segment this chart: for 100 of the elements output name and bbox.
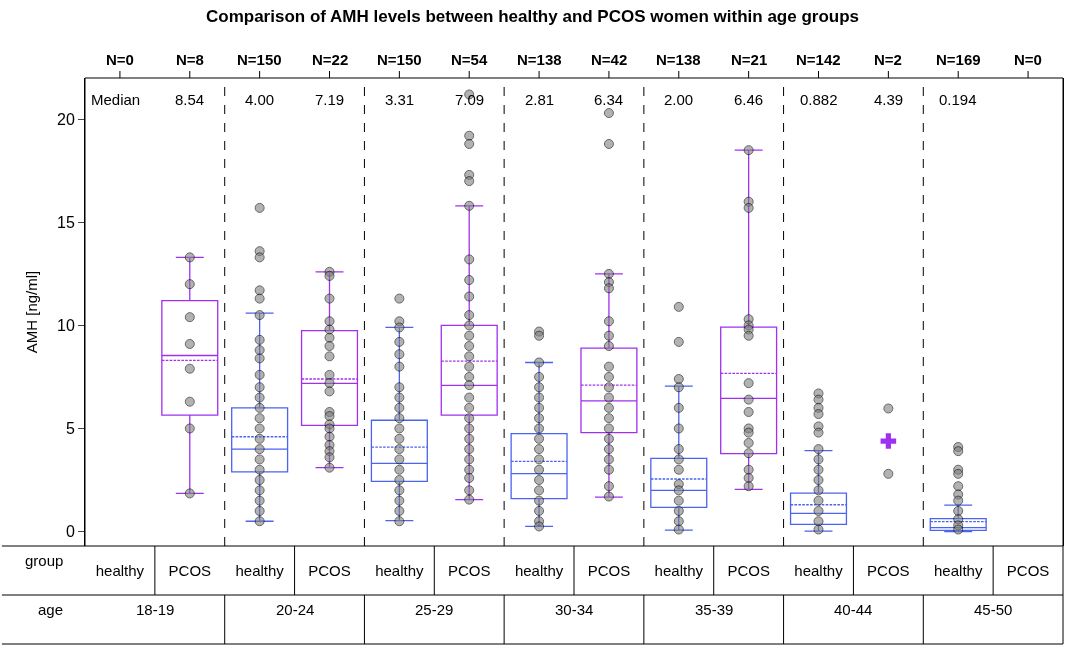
point (394, 464, 405, 475)
annotation: 3.31 (385, 91, 415, 108)
point (464, 310, 475, 321)
point (673, 516, 684, 527)
point (673, 464, 684, 475)
x-tick-label: PCOS (308, 561, 351, 579)
point (603, 341, 614, 352)
point (254, 353, 265, 364)
point (603, 361, 614, 372)
text: 45-50 (974, 601, 1013, 618)
y-tick-label: 20 (57, 110, 75, 128)
point (743, 448, 754, 459)
point (324, 423, 335, 434)
point (603, 402, 614, 413)
point (394, 475, 405, 486)
point (743, 472, 754, 483)
point (324, 431, 335, 442)
point (394, 485, 405, 496)
point (813, 454, 824, 465)
x-tick-label: healthy (934, 561, 983, 579)
point (953, 505, 964, 516)
point (603, 423, 614, 434)
point (254, 285, 265, 296)
point (603, 433, 614, 444)
point (813, 516, 824, 527)
point (394, 433, 405, 444)
y-tick-label: 5 (65, 420, 75, 438)
point (464, 485, 475, 496)
point (534, 521, 545, 532)
point (254, 402, 265, 413)
point (324, 462, 335, 473)
point (324, 452, 335, 463)
point (184, 396, 195, 407)
point (184, 252, 195, 263)
annotation: 0.194 (939, 91, 977, 108)
point (673, 374, 684, 384)
point (324, 351, 335, 362)
point (813, 444, 824, 455)
point (254, 413, 265, 424)
annotation: 4.00 (245, 91, 275, 108)
point (813, 485, 824, 496)
point (743, 481, 754, 492)
point (254, 252, 265, 263)
point (534, 330, 545, 341)
point (324, 341, 335, 352)
point (464, 464, 475, 475)
x-tick-label: healthy (654, 561, 704, 579)
point (254, 202, 265, 213)
point (464, 320, 475, 331)
y-axis-title: AMH [ng/ml] (23, 270, 41, 354)
point (743, 202, 754, 213)
point (534, 454, 545, 465)
point (534, 382, 545, 393)
point (464, 371, 475, 382)
point (603, 454, 614, 465)
x-tick-label: PCOS (587, 561, 631, 579)
x-tick-label: PCOS (168, 561, 212, 579)
point (534, 444, 545, 455)
point (673, 336, 684, 347)
point (464, 380, 475, 391)
text: 18-19 (136, 601, 175, 618)
point (394, 322, 405, 333)
point (464, 361, 475, 372)
point (464, 402, 475, 413)
point (813, 475, 824, 486)
point (603, 371, 614, 382)
point (603, 330, 614, 341)
point (394, 361, 405, 372)
point (254, 433, 265, 444)
point (603, 283, 614, 294)
point (394, 444, 405, 455)
point (880, 433, 897, 449)
point (953, 524, 964, 535)
point (673, 382, 684, 393)
x-tick-label: PCOS (447, 561, 491, 579)
point (464, 444, 475, 455)
point (254, 475, 265, 486)
point (324, 378, 335, 389)
point (184, 338, 195, 349)
point (673, 454, 684, 465)
text: N=22 (312, 51, 349, 68)
point (394, 454, 405, 465)
point (254, 382, 265, 393)
point (324, 332, 335, 343)
point (254, 392, 265, 403)
x-tick-label: healthy (794, 561, 844, 579)
point (673, 495, 684, 506)
point (324, 316, 335, 327)
point (813, 409, 824, 420)
point (324, 293, 335, 304)
point (743, 394, 754, 405)
point (394, 336, 405, 347)
point (813, 505, 824, 516)
point (534, 505, 545, 516)
point (464, 341, 475, 352)
text: N=138 (517, 51, 562, 68)
point (673, 444, 684, 455)
annotation: 6.46 (734, 91, 764, 108)
point (673, 402, 684, 413)
point (464, 330, 475, 341)
